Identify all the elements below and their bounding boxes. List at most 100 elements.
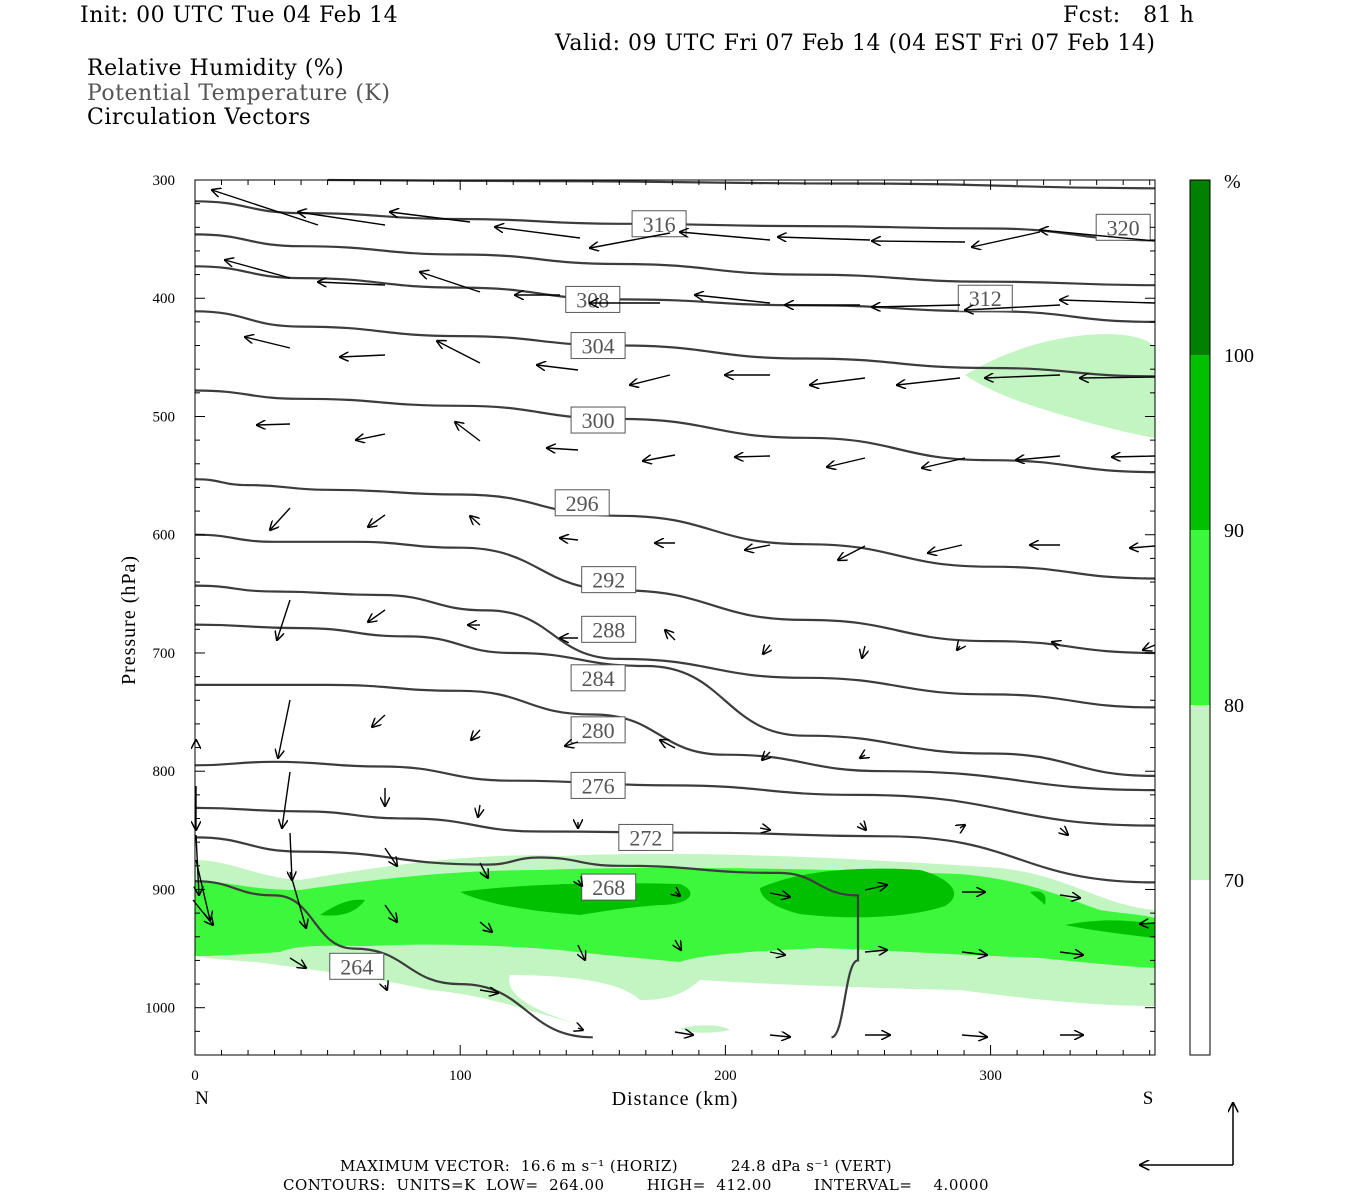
colorbar: % 100 90 80 70 <box>1189 171 1254 1056</box>
circulation-vector <box>390 212 471 223</box>
contour-label-296: 296 <box>554 489 610 517</box>
circulation-vector <box>270 507 291 530</box>
circulation-vector <box>680 232 771 241</box>
y-tick-label: 700 <box>153 646 176 662</box>
max-vector-note: MAXIMUM VECTOR: 16.6 m s⁻¹ (HORIZ) 24.8 … <box>340 1157 893 1175</box>
plot-frame <box>194 179 1156 1056</box>
svg-text:312: 312 <box>969 286 1002 311</box>
rh-90-region-b <box>760 868 955 918</box>
circulation-vector <box>675 939 681 950</box>
circulation-vector <box>827 457 866 467</box>
rh-70-bottom-strip <box>680 1025 730 1033</box>
circulation-vector <box>1016 456 1061 460</box>
theta-contour-312 <box>194 233 1156 287</box>
circulation-vector <box>1140 923 1156 924</box>
x-tick-label: 100 <box>449 1068 472 1084</box>
colorbar-seg-top <box>1190 180 1210 355</box>
circulation-vector <box>420 272 481 293</box>
contour-label-300: 300 <box>570 406 626 434</box>
circulation-vector <box>928 544 963 553</box>
circulation-vector <box>860 823 866 830</box>
circulation-vector <box>277 599 291 640</box>
svg-text:320: 320 <box>1107 215 1140 240</box>
circulation-vector <box>1130 546 1156 548</box>
rh-shading <box>195 334 1155 1033</box>
circulation-vector <box>810 377 866 385</box>
x-axis-label: Distance (km) <box>612 1088 739 1110</box>
circulation-vector <box>1059 952 1083 955</box>
circulation-vector <box>437 341 481 364</box>
y-tick-label: 1000 <box>145 1001 175 1017</box>
svg-text:308: 308 <box>576 287 609 312</box>
theta-contour-288 <box>194 584 1156 709</box>
circulation-vector <box>318 282 386 285</box>
circulation-vector <box>1080 377 1156 378</box>
colorbar-seg-70 <box>1190 705 1210 880</box>
svg-text:280: 280 <box>582 718 615 743</box>
circulation-vector <box>384 847 397 866</box>
reference-vector <box>1140 1103 1233 1165</box>
svg-text:276: 276 <box>582 773 615 798</box>
field-vectors: Circulation Vectors <box>87 105 311 130</box>
circulation-vector <box>1052 642 1060 645</box>
svg-text:304: 304 <box>582 334 615 359</box>
theta-contour-276 <box>194 760 1156 827</box>
contour-label-308: 308 <box>565 285 621 313</box>
circulation-vector <box>1060 300 1156 303</box>
axis-ticks <box>194 179 1155 1056</box>
colorbar-unit: % <box>1224 171 1241 193</box>
contour-label-272: 272 <box>618 823 674 851</box>
theta-contour-268 <box>194 836 860 1039</box>
theta-contour-264 <box>194 880 593 1039</box>
colorbar-label-80: 80 <box>1224 695 1244 717</box>
circulation-vector <box>478 804 480 817</box>
x-tick-label: 300 <box>979 1068 1002 1084</box>
circulation-vector <box>872 305 961 307</box>
y-tick-label: 800 <box>153 764 176 780</box>
contour-label-320: 320 <box>1095 213 1151 241</box>
circulation-vector <box>838 545 866 560</box>
circulation-vector <box>495 227 581 239</box>
circulation-vectors <box>192 190 1156 1037</box>
svg-text:316: 316 <box>643 212 676 237</box>
svg-text:272: 272 <box>629 825 662 850</box>
circulation-vector <box>192 899 213 925</box>
contour-label-264: 264 <box>329 952 385 980</box>
x-end-left-label: N <box>195 1088 209 1109</box>
circulation-vector <box>547 448 579 450</box>
circulation-vector <box>298 212 386 226</box>
colorbar-label-100: 100 <box>1224 345 1254 367</box>
contour-label-280: 280 <box>570 716 626 744</box>
y-tick-label: 500 <box>153 409 176 425</box>
circulation-vector <box>1060 828 1068 835</box>
circulation-vector <box>897 377 961 385</box>
circulation-vector <box>735 456 771 457</box>
contour-label-304: 304 <box>570 332 626 360</box>
circulation-vector <box>368 514 386 527</box>
field-theta: Potential Temperature (K) <box>87 81 391 106</box>
circulation-vector <box>1059 895 1080 898</box>
circulation-vector <box>384 904 397 922</box>
x-tick-label: 200 <box>714 1068 737 1084</box>
contour-label-312: 312 <box>957 284 1013 312</box>
rh-70-upper-region <box>965 334 1155 438</box>
circulation-vector <box>674 1032 693 1035</box>
circulation-vector <box>965 304 1061 310</box>
circulation-vector <box>1040 230 1156 242</box>
circulation-vector <box>578 1028 583 1030</box>
circulation-vector <box>972 231 1041 247</box>
circulation-vector <box>590 232 671 248</box>
field-rh: Relative Humidity (%) <box>87 56 345 81</box>
circulation-vector <box>356 433 386 440</box>
circulation-vector <box>470 516 481 525</box>
rh-90-region-d <box>1065 920 1155 938</box>
init-time: Init: 00 UTC Tue 04 Feb 14 <box>80 3 399 28</box>
circulation-vector <box>961 1035 987 1037</box>
circulation-vector <box>289 957 306 968</box>
contour-label-284: 284 <box>570 664 626 692</box>
y-tick-label: 600 <box>153 528 176 544</box>
circulation-vector <box>289 871 306 928</box>
circulation-vector <box>769 893 790 897</box>
svg-text:292: 292 <box>592 568 625 593</box>
